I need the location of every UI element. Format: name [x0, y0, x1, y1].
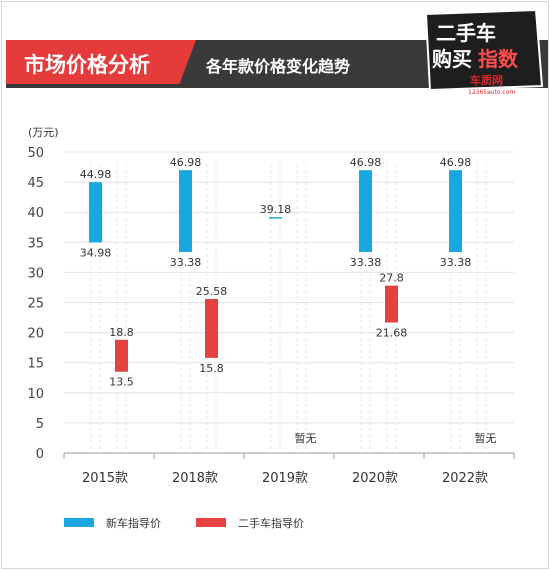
bar-new-car — [359, 170, 372, 253]
subtitle: 各年款价格变化趋势 — [205, 57, 350, 76]
bar-new-car — [449, 170, 462, 253]
y-tick-label: 25 — [27, 297, 44, 312]
y-tick-label: 35 — [27, 236, 44, 251]
bar-new-car — [89, 182, 102, 243]
value-label: 34.98 — [80, 246, 112, 259]
value-label: 33.38 — [440, 256, 472, 269]
value-labels: 44.98 34.98 18.8 13.5 46.98 33.38 25.58 15.8 39.… — [80, 156, 497, 445]
x-tick-label: 2019款 — [262, 471, 308, 486]
y-tick-label: 30 — [27, 266, 44, 281]
no-data-label: 暂无 — [295, 432, 317, 445]
header-red-tag — [6, 40, 196, 88]
legend-label: 二手车指导价 — [238, 516, 304, 530]
y-tick-label: 40 — [27, 206, 44, 221]
logo-line2b: 指数 — [478, 47, 519, 71]
value-label: 25.58 — [196, 285, 228, 298]
x-tick-label: 2018款 — [172, 471, 218, 486]
no-data-label: 暂无 — [475, 432, 497, 445]
y-tick-label: 5 — [36, 417, 44, 432]
value-label: 21.68 — [376, 326, 408, 339]
value-label: 27.8 — [379, 272, 404, 285]
y-tick-label: 10 — [27, 387, 44, 402]
logo: 二手车 购买 指数 车质网 12365auto.com — [424, 8, 544, 96]
logo-line1: 二手车 — [436, 21, 496, 45]
grid — [63, 151, 515, 459]
y-tick-label: 0 — [36, 447, 44, 462]
bar-used-car — [385, 285, 398, 323]
value-label: 18.8 — [109, 326, 134, 339]
legend-swatch — [64, 518, 94, 527]
value-label: 39.18 — [260, 203, 292, 216]
x-tick-labels: 2015款 2018款 2019款 2020款 2022款 — [82, 471, 488, 486]
y-tick-label: 50 — [27, 146, 44, 161]
bar-used-car — [205, 299, 218, 358]
value-label: 33.38 — [170, 256, 202, 269]
value-label: 13.5 — [109, 376, 134, 389]
value-label: 46.98 — [350, 156, 382, 169]
legend-label: 新车指导价 — [106, 516, 161, 530]
value-label: 33.38 — [350, 256, 382, 269]
tag-title: 市场价格分析 — [24, 53, 150, 77]
bar-new-car — [179, 170, 192, 253]
value-label: 44.98 — [80, 168, 112, 181]
logo-url: 12365auto.com — [468, 89, 515, 96]
x-tick-label: 2020款 — [352, 471, 398, 486]
value-label: 46.98 — [170, 156, 202, 169]
bar-new-car — [269, 217, 282, 219]
x-tick-label: 2022款 — [442, 471, 488, 486]
logo-brand: 车质网 — [470, 73, 503, 87]
logo-line2a: 购买 — [432, 47, 472, 71]
bar-used-car — [115, 339, 128, 372]
y-tick-label: 20 — [27, 327, 44, 342]
y-tick-label: 45 — [27, 176, 44, 191]
value-label: 46.98 — [440, 156, 472, 169]
x-tick-label: 2015款 — [82, 471, 128, 486]
y-unit-label: (万元) — [28, 126, 59, 139]
legend: 新车指导价 二手车指导价 — [64, 516, 304, 530]
bars — [89, 170, 462, 372]
legend-swatch — [196, 518, 226, 527]
y-tick-labels: 0 5 10 15 20 25 30 35 40 45 50 — [27, 146, 44, 462]
y-tick-label: 15 — [27, 357, 44, 372]
value-label: 15.8 — [199, 362, 224, 375]
